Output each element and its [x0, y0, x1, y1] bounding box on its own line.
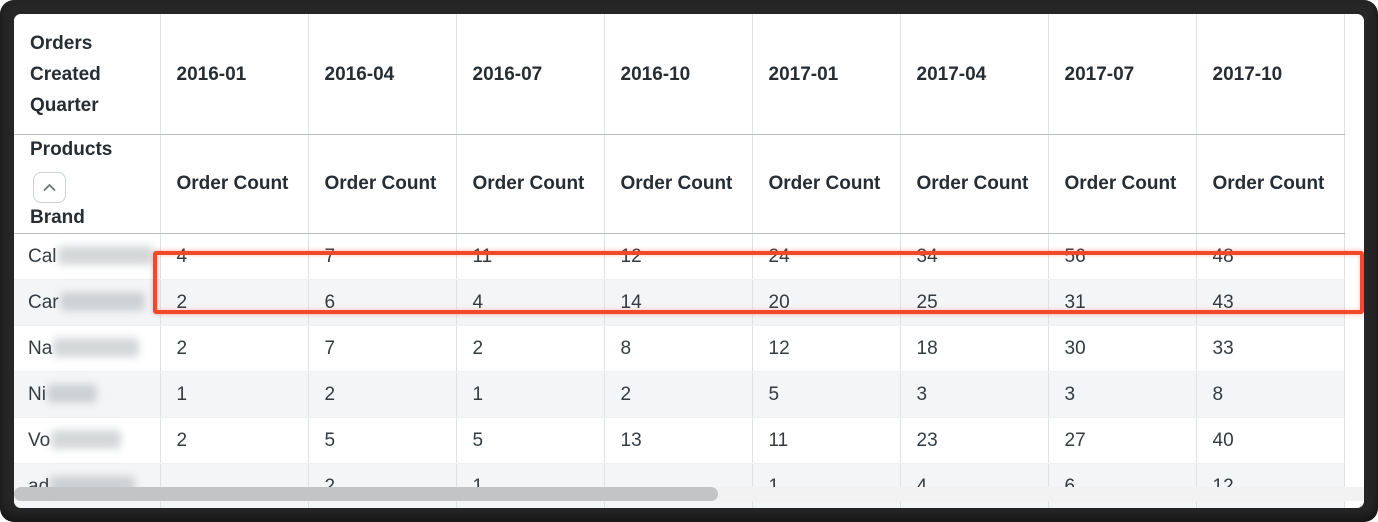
- value-cell[interactable]: 23: [900, 417, 1049, 464]
- value-cell[interactable]: 6: [308, 279, 457, 326]
- row-dimension-label: Products: [30, 139, 113, 160]
- brand-cell[interactable]: ad: [14, 463, 161, 508]
- measure-header[interactable]: Order Count: [604, 134, 753, 234]
- value-cell[interactable]: 11: [456, 233, 605, 280]
- brand-prefix-text: Ni: [28, 383, 46, 405]
- measure-header[interactable]: Order Count: [308, 134, 457, 234]
- value-cell[interactable]: 1: [752, 463, 901, 508]
- horizontal-scrollbar[interactable]: [14, 487, 1364, 501]
- value-cell[interactable]: 12: [752, 325, 901, 372]
- value-cell[interactable]: 33: [1196, 325, 1345, 372]
- value-cell[interactable]: 20: [752, 279, 901, 326]
- corner-header[interactable]: Orders Created Quarter: [14, 14, 161, 135]
- value-cell[interactable]: 1: [160, 371, 309, 418]
- measure-header[interactable]: Order Count: [1196, 134, 1345, 234]
- brand-cell[interactable]: Car: [14, 279, 161, 326]
- table-row: Na 2 7 2 8 12 18 30 33: [14, 325, 1345, 372]
- value-cell[interactable]: 18: [900, 325, 1049, 372]
- value-cell[interactable]: [604, 463, 753, 508]
- column-header[interactable]: 2017-10: [1196, 14, 1345, 135]
- value-cell[interactable]: [160, 463, 309, 508]
- value-cell[interactable]: 12: [604, 233, 753, 280]
- value-cell[interactable]: 8: [1196, 371, 1345, 418]
- value-cell[interactable]: 1: [456, 463, 605, 508]
- value-cell[interactable]: 2: [160, 417, 309, 464]
- pivot-table: Orders Created Quarter 2016-01 2016-04 201…: [14, 14, 1345, 508]
- value-cell[interactable]: 13: [604, 417, 753, 464]
- value-cell[interactable]: 14: [604, 279, 753, 326]
- value-cell[interactable]: 24: [752, 233, 901, 280]
- value-cell[interactable]: 30: [1048, 325, 1197, 372]
- measure-header[interactable]: Order Count: [160, 134, 309, 234]
- column-header[interactable]: 2017-04: [900, 14, 1049, 135]
- brand-cell[interactable]: Cal: [14, 233, 161, 280]
- row-dimension-header[interactable]: Products Brand: [14, 134, 161, 234]
- scrollbar-thumb[interactable]: [14, 487, 718, 501]
- quarter-header-row: Orders Created Quarter 2016-01 2016-04 201…: [14, 14, 1345, 135]
- value-cell[interactable]: 11: [752, 417, 901, 464]
- value-cell[interactable]: 2: [604, 371, 753, 418]
- sort-button[interactable]: [33, 172, 66, 203]
- value-cell[interactable]: 5: [456, 417, 605, 464]
- value-cell[interactable]: 56: [1048, 233, 1197, 280]
- value-cell[interactable]: 5: [752, 371, 901, 418]
- value-cell[interactable]: 3: [1048, 371, 1197, 418]
- value-cell[interactable]: 27: [1048, 417, 1197, 464]
- column-header[interactable]: 2016-10: [604, 14, 753, 135]
- value-cell[interactable]: 34: [900, 233, 1049, 280]
- value-cell[interactable]: 3: [900, 371, 1049, 418]
- measure-header[interactable]: Order Count: [752, 134, 901, 234]
- value-cell[interactable]: 2: [308, 463, 457, 508]
- column-header[interactable]: 2016-04: [308, 14, 457, 135]
- redacted-brand-blur: [46, 383, 97, 403]
- value-cell[interactable]: 4: [160, 233, 309, 280]
- data-table-panel: Orders Created Quarter 2016-01 2016-04 201…: [14, 14, 1364, 508]
- brand-cell[interactable]: Na: [14, 325, 161, 372]
- value-cell[interactable]: 6: [1048, 463, 1197, 508]
- value-cell[interactable]: 2: [160, 325, 309, 372]
- value-cell[interactable]: 4: [456, 279, 605, 326]
- brand-prefix-text: Car: [28, 291, 59, 313]
- column-header[interactable]: 2016-07: [456, 14, 605, 135]
- table-row: ad 2 1 1 4 6 12: [14, 463, 1345, 508]
- brand-cell[interactable]: Vo: [14, 417, 161, 464]
- value-cell[interactable]: 12: [1196, 463, 1345, 508]
- redacted-brand-blur: [57, 245, 153, 265]
- column-header[interactable]: 2017-01: [752, 14, 901, 135]
- value-cell[interactable]: 8: [604, 325, 753, 372]
- brand-prefix-text: Vo: [28, 429, 51, 451]
- value-cell[interactable]: 40: [1196, 417, 1345, 464]
- measure-header[interactable]: Order Count: [1048, 134, 1197, 234]
- value-cell[interactable]: 2: [308, 371, 457, 418]
- value-cell[interactable]: 5: [308, 417, 457, 464]
- row-dimension-label: Brand: [30, 207, 85, 228]
- value-cell[interactable]: 1: [456, 371, 605, 418]
- value-cell[interactable]: 43: [1196, 279, 1345, 326]
- value-cell[interactable]: 2: [160, 279, 309, 326]
- value-cell[interactable]: 25: [900, 279, 1049, 326]
- brand-prefix-text: Cal: [28, 245, 57, 267]
- value-cell[interactable]: 7: [308, 233, 457, 280]
- chevron-up-icon: [43, 184, 56, 191]
- column-header[interactable]: 2017-07: [1048, 14, 1197, 135]
- redacted-brand-blur: [53, 337, 140, 357]
- value-cell[interactable]: 7: [308, 325, 457, 372]
- value-cell[interactable]: 31: [1048, 279, 1197, 326]
- redacted-brand-blur: [51, 429, 122, 449]
- table-row: Vo 2 5 5 13 11 23 27 40: [14, 417, 1345, 464]
- measure-header[interactable]: Order Count: [456, 134, 605, 234]
- brand-prefix-text: Na: [28, 337, 53, 359]
- table-row: Ni 1 2 1 2 5 3 3 8: [14, 371, 1345, 418]
- measure-header[interactable]: Order Count: [900, 134, 1049, 234]
- table-row-highlighted: Car 2 6 4 14 20 25 31 43: [14, 279, 1345, 326]
- measure-header-row: Products Brand Order Count Order Count Orde…: [14, 134, 1345, 234]
- column-header[interactable]: 2016-01: [160, 14, 309, 135]
- table-row: Cal 4 7 11 12 24 34 56 48: [14, 233, 1345, 280]
- brand-cell[interactable]: Ni: [14, 371, 161, 418]
- redacted-brand-blur: [59, 291, 145, 311]
- value-cell[interactable]: 4: [900, 463, 1049, 508]
- value-cell[interactable]: 48: [1196, 233, 1345, 280]
- value-cell[interactable]: 2: [456, 325, 605, 372]
